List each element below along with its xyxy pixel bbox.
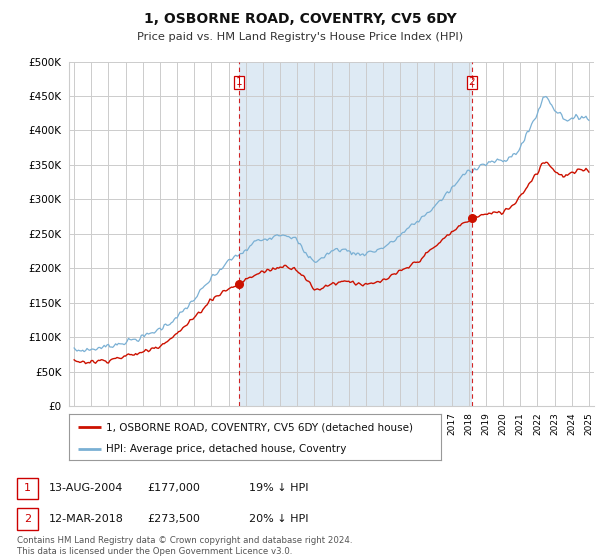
Text: Contains HM Land Registry data © Crown copyright and database right 2024.
This d: Contains HM Land Registry data © Crown c… — [17, 536, 352, 556]
Text: 1, OSBORNE ROAD, COVENTRY, CV5 6DY: 1, OSBORNE ROAD, COVENTRY, CV5 6DY — [143, 12, 457, 26]
Text: £273,500: £273,500 — [147, 514, 200, 524]
Text: 19% ↓ HPI: 19% ↓ HPI — [249, 483, 308, 493]
Text: 20% ↓ HPI: 20% ↓ HPI — [249, 514, 308, 524]
Text: 1: 1 — [24, 483, 31, 493]
Text: 2: 2 — [24, 514, 31, 524]
Text: HPI: Average price, detached house, Coventry: HPI: Average price, detached house, Cove… — [106, 444, 347, 454]
Text: 1, OSBORNE ROAD, COVENTRY, CV5 6DY (detached house): 1, OSBORNE ROAD, COVENTRY, CV5 6DY (deta… — [106, 422, 413, 432]
Bar — [239, 62, 472, 406]
Text: Price paid vs. HM Land Registry's House Price Index (HPI): Price paid vs. HM Land Registry's House … — [137, 32, 463, 43]
Text: £177,000: £177,000 — [147, 483, 200, 493]
Text: 13-AUG-2004: 13-AUG-2004 — [49, 483, 124, 493]
Text: 2: 2 — [469, 77, 475, 87]
Text: 12-MAR-2018: 12-MAR-2018 — [49, 514, 124, 524]
Text: 1: 1 — [236, 77, 242, 87]
